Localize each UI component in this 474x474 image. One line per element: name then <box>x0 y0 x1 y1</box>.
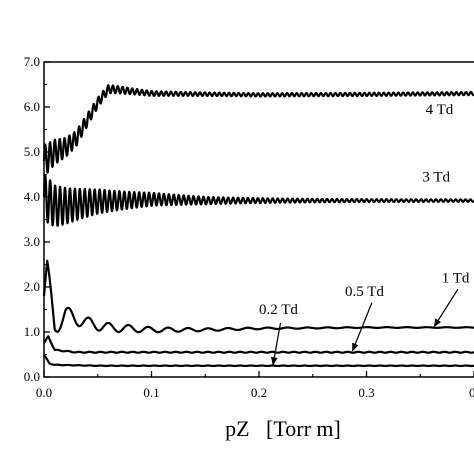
tick-group: 0.0 0.1 0.2 0.3 0 0.0 1.0 2.0 3.0 4.0 5.0 6.0 7.0 <box>24 54 474 400</box>
y-tick-label: 5.0 <box>24 144 40 159</box>
y-tick-label: 4.0 <box>24 189 40 204</box>
curve-label: 0.5 Td <box>345 284 384 300</box>
y-tick-label: 1.0 <box>24 324 40 339</box>
x-tick-label: 0.2 <box>251 385 267 400</box>
curve-label: 1 Td <box>442 271 470 287</box>
label-group: 4 Td 3 Td 1 Td 0.5 Td 0.2 Td <box>259 102 470 318</box>
series-line-0 <box>42 84 474 174</box>
x-tick-label: 0 <box>469 385 474 400</box>
y-tick-label: 2.0 <box>24 279 40 294</box>
label-arrow <box>433 288 459 328</box>
arrow-group <box>271 288 459 366</box>
curve-label: 0.2 Td <box>259 302 298 318</box>
plot-frame <box>43 61 474 378</box>
series-group <box>42 84 474 368</box>
y-tick-label: 6.0 <box>24 99 40 114</box>
y-tick-label: 0.0 <box>24 369 40 384</box>
curve-label: 4 Td <box>426 102 454 118</box>
x-axis-title: pZ [Torr m] <box>225 416 341 441</box>
label-arrow <box>271 322 282 366</box>
series-line-1 <box>42 173 474 227</box>
series-line-2 <box>42 259 474 334</box>
curve-label: 3 Td <box>422 169 450 185</box>
x-tick-label: 0.3 <box>358 385 374 400</box>
y-tick-label: 7.0 <box>24 54 40 69</box>
x-tick-label: 0.1 <box>143 385 159 400</box>
series-line-4 <box>43 353 474 368</box>
label-arrow <box>351 302 373 352</box>
y-tick-label: 3.0 <box>24 234 40 249</box>
series-line-3 <box>43 335 474 354</box>
x-tick-label: 0.0 <box>36 385 52 400</box>
